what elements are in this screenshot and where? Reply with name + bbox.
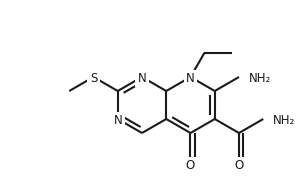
Text: N: N: [186, 72, 195, 85]
Text: N: N: [113, 114, 122, 127]
Text: N: N: [138, 72, 146, 85]
Text: O: O: [234, 159, 244, 172]
Text: NH₂: NH₂: [249, 72, 271, 85]
Text: S: S: [90, 72, 97, 85]
Text: O: O: [186, 159, 195, 172]
Text: NH₂: NH₂: [273, 114, 295, 127]
